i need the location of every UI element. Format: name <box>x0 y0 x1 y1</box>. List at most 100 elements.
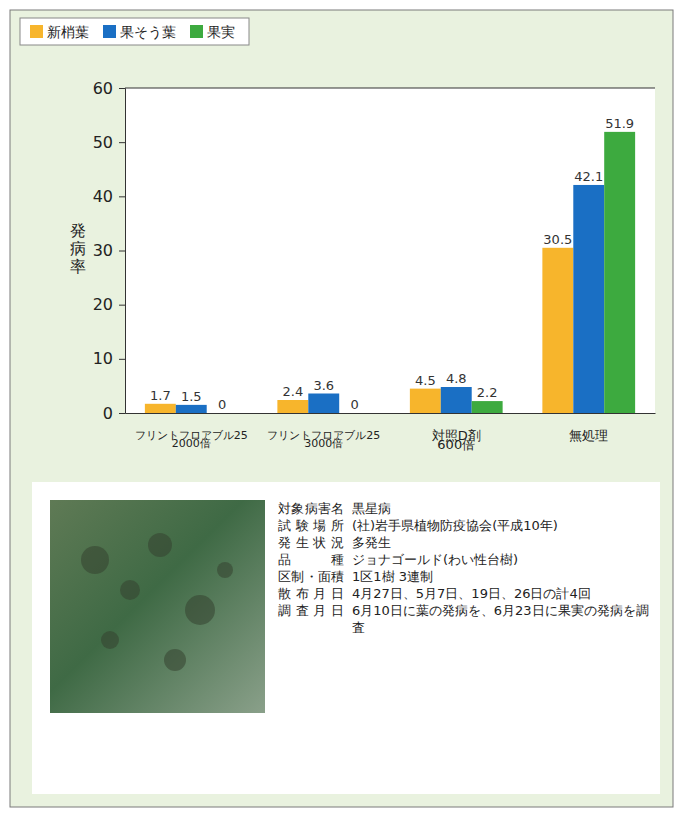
data-label: 1.7 <box>150 388 171 403</box>
y-tick-label: 40 <box>93 187 113 206</box>
x-tick-label: 対照D剤600倍 <box>432 428 481 452</box>
legend-swatch <box>103 25 116 38</box>
data-label: 3.6 <box>313 378 334 393</box>
bar <box>145 404 176 413</box>
x-tick: 無処理 <box>569 428 608 443</box>
leaf-spot <box>81 546 109 574</box>
info-value-line: 多発生 <box>352 535 391 550</box>
leaf-photo <box>50 500 265 713</box>
info-value-line: ジョナゴールド(わい性台樹) <box>352 552 518 567</box>
y-tick: 30 <box>93 241 125 260</box>
legend-label: 果実 <box>207 24 235 40</box>
y-tick-label: 30 <box>93 241 113 260</box>
info-value: 多発生 <box>352 535 391 550</box>
info-text: 対象病害名黒星病試験場所 (社)岩手県植物防疫協会(平成10年) 発生状況多発生品種… <box>278 501 649 635</box>
y-axis-title: 発病率 <box>70 221 86 276</box>
data-label: 2.2 <box>477 385 498 400</box>
y-tick: 20 <box>93 295 125 314</box>
info-label: 調査月日 <box>278 603 344 618</box>
y-tick: 40 <box>93 187 125 206</box>
info-value-line: 6月10日に葉の発病を、6月23日に果実の発病を調 <box>352 603 649 618</box>
y-axis: 0 10 20 30 40 50 60 <box>93 79 126 423</box>
info-label: 対象病害名 <box>278 501 344 516</box>
info-value: 黒星病 <box>352 501 391 516</box>
legend-label: 果そう葉 <box>120 24 176 40</box>
y-tick: 10 <box>93 349 125 368</box>
y-tick-mark <box>119 251 125 252</box>
info-label: 散布月日 <box>278 586 344 601</box>
data-labels: 1.72.44.530.51.53.64.842.1002.251.9 <box>150 116 634 412</box>
canvas: 1.72.44.530.51.53.64.842.1002.251.901020… <box>0 0 683 820</box>
bar <box>573 185 604 413</box>
y-axis-title-char: 率 <box>70 257 86 276</box>
data-label: 30.5 <box>543 232 572 247</box>
info-value: (社)岩手県植物防疫協会(平成10年) <box>352 518 558 533</box>
leaf-spot <box>164 649 186 671</box>
x-tick-label: フリントフロアブル253000倍 <box>267 429 380 450</box>
info-label: 発生状況 <box>278 535 344 550</box>
info-value-line: (社)岩手県植物防疫協会(平成10年) <box>352 518 558 533</box>
y-tick-mark <box>119 142 125 143</box>
data-label: 4.5 <box>415 373 436 388</box>
y-tick-label: 50 <box>93 133 113 152</box>
data-label: 0 <box>351 397 359 412</box>
x-tick: フリントフロアブル252000倍 <box>135 429 248 450</box>
legend-swatch <box>30 25 43 38</box>
x-tick-label-line: 3000倍 <box>304 437 343 450</box>
leaf-spot <box>148 533 172 557</box>
bars <box>145 132 635 413</box>
y-tick-label: 60 <box>93 79 113 98</box>
legend: 新梢葉 果そう葉 果実 <box>20 18 249 45</box>
y-tick: 0 <box>103 404 125 423</box>
bar <box>277 400 308 413</box>
outer-panel <box>10 10 673 807</box>
plot-frame-top <box>125 88 655 89</box>
y-tick-mark <box>119 359 125 360</box>
y-tick-label: 20 <box>93 295 113 314</box>
info-value-line: 1区1樹 3連制 <box>352 569 433 584</box>
y-axis-line <box>119 89 126 414</box>
bar <box>176 405 207 413</box>
bar <box>472 401 503 413</box>
bar <box>207 413 238 414</box>
y-axis-title-char: 発 <box>70 221 86 240</box>
bar <box>410 389 441 413</box>
y-axis-title-char: 病 <box>70 239 86 258</box>
plot-background <box>125 88 655 413</box>
info-value: 4月27日、5月7日、19日、26日の計4回 <box>352 586 591 601</box>
x-tick: 対照D剤600倍 <box>432 428 481 452</box>
legend-label: 新梢葉 <box>47 24 89 40</box>
data-label: 42.1 <box>574 169 603 184</box>
info-panel <box>32 482 660 794</box>
leaf-spot <box>120 580 140 600</box>
info-label: 区制・面積 <box>278 569 344 584</box>
data-label: 51.9 <box>605 116 634 131</box>
y-tick-label: 10 <box>93 349 113 368</box>
y-tick: 50 <box>93 133 125 152</box>
info-label: 品種 <box>278 552 344 567</box>
info-value: 6月10日に葉の発病を、6月23日に果実の発病を調査 <box>352 603 649 635</box>
y-tick-mark <box>119 88 125 89</box>
info-value-line: 4月27日、5月7日、19日、26日の計4回 <box>352 586 591 601</box>
y-tick-mark <box>119 413 125 414</box>
legend-swatch <box>190 25 203 38</box>
info-value-line: 黒星病 <box>352 501 391 516</box>
bar <box>339 413 370 414</box>
info-label: 試験場所 <box>278 518 344 533</box>
y-tick-mark <box>119 196 125 197</box>
x-tick-label: 無処理 <box>569 428 608 443</box>
bar <box>542 248 573 413</box>
plot: 1.72.44.530.51.53.64.842.1002.251.901020… <box>93 79 656 452</box>
data-label: 0 <box>218 397 226 412</box>
leaf-spot <box>185 595 215 625</box>
bar <box>441 387 472 413</box>
x-axis: フリントフロアブル252000倍フリントフロアブル253000倍 対照D剤600倍… <box>126 414 656 453</box>
info-value: 1区1樹 3連制 <box>352 569 433 584</box>
x-tick-label-line: 600倍 <box>437 437 475 452</box>
y-tick: 60 <box>93 79 125 98</box>
x-tick-label-line: 2000倍 <box>172 437 211 450</box>
leaf-spot <box>101 631 119 649</box>
legend-box <box>20 18 249 45</box>
x-tick-label-line: 無処理 <box>569 428 608 443</box>
x-tick-label: フリントフロアブル252000倍 <box>135 429 248 450</box>
